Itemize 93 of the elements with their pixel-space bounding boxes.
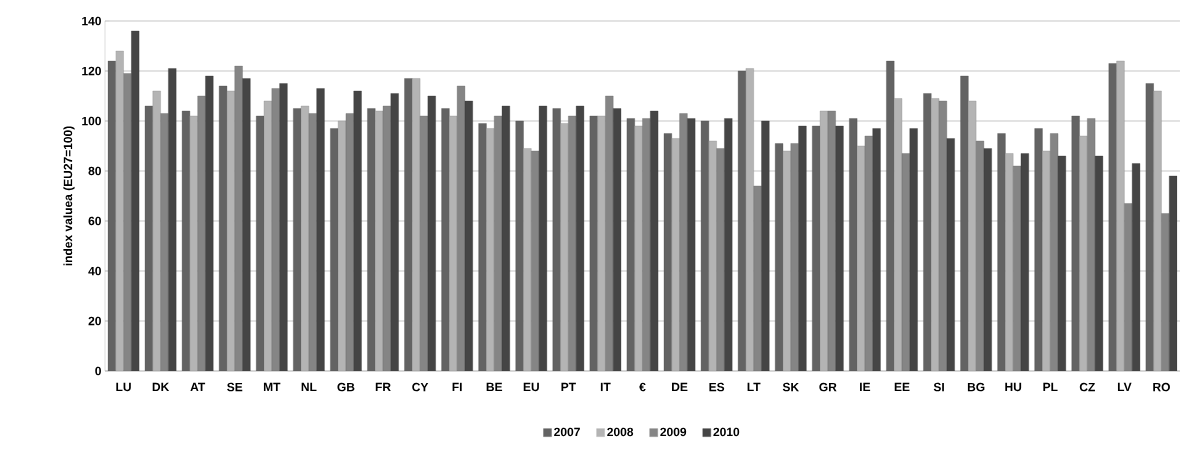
y-tick-label: 60	[88, 216, 101, 226]
bar	[478, 123, 487, 371]
bar	[515, 120, 524, 371]
bar	[761, 120, 770, 371]
bar	[909, 128, 918, 371]
bar	[997, 133, 1006, 371]
x-tick-label: DK	[152, 382, 170, 392]
bar	[390, 93, 399, 371]
legend-label: 2009	[660, 427, 687, 437]
x-tick-label: IT	[600, 382, 611, 392]
y-tick-label: 140	[82, 16, 101, 26]
bar	[835, 125, 844, 371]
bar	[886, 60, 895, 371]
x-tick-label: NL	[301, 382, 317, 392]
bar	[205, 75, 214, 371]
bar	[144, 105, 153, 371]
bar	[1145, 83, 1154, 371]
x-tick-label: SK	[782, 382, 799, 392]
x-tick-label: LV	[1117, 382, 1132, 392]
x-tick-label: SI	[933, 382, 944, 392]
x-tick-label: BE	[486, 382, 503, 392]
x-tick-label: PT	[561, 382, 576, 392]
y-tick-label: 40	[88, 266, 101, 276]
bar	[353, 90, 362, 371]
bar	[700, 120, 709, 371]
x-tick-label: HU	[1005, 382, 1022, 392]
bar	[1057, 155, 1066, 371]
x-tick-label: EU	[523, 382, 539, 392]
bar	[168, 68, 177, 371]
bar	[464, 100, 473, 371]
bar	[724, 118, 733, 371]
bar	[983, 148, 992, 371]
y-axis-title: index valuea (EU27=100)	[63, 126, 75, 266]
x-tick-label: CZ	[1079, 382, 1095, 392]
bar	[626, 118, 635, 371]
legend-label: 2007	[554, 427, 580, 437]
bar	[798, 125, 807, 371]
x-tick-label: FI	[452, 382, 462, 392]
x-tick-label: MT	[263, 382, 281, 392]
bar	[131, 30, 140, 371]
x-tick-label: GR	[819, 382, 837, 392]
x-tick-label: CY	[412, 382, 429, 392]
bar	[279, 83, 288, 371]
bar	[367, 108, 376, 371]
x-tick-label: PL	[1043, 382, 1058, 392]
bar	[1094, 155, 1104, 371]
bar	[181, 110, 191, 371]
bar	[872, 128, 881, 371]
x-tick-label: LU	[116, 382, 131, 392]
x-tick-label: RO	[1153, 382, 1170, 392]
x-tick-label: AT	[190, 382, 206, 392]
legend-label: 2010	[713, 427, 740, 437]
bar	[589, 115, 598, 371]
bar	[1020, 153, 1029, 371]
bar	[427, 95, 436, 371]
bar	[663, 133, 672, 371]
x-tick-label: DE	[672, 382, 688, 392]
bar	[1071, 115, 1080, 371]
x-tick-label: EE	[894, 382, 910, 392]
bar	[1132, 163, 1141, 371]
y-tick-label: 0	[95, 366, 101, 376]
x-tick-label: FR	[375, 382, 391, 392]
x-tick-label: ES	[709, 382, 725, 392]
bar	[441, 108, 450, 371]
bar	[946, 138, 955, 371]
bar	[650, 110, 659, 371]
x-tick-label: GB	[337, 382, 355, 392]
bar	[737, 70, 747, 371]
x-tick-label: BG	[967, 382, 985, 392]
bar	[1034, 128, 1043, 371]
y-tick-label: 20	[88, 316, 101, 326]
x-tick-label: LT	[747, 382, 761, 392]
bar	[960, 75, 969, 371]
y-tick-label: 100	[82, 116, 101, 126]
x-tick-label: IE	[860, 382, 871, 392]
bar	[538, 105, 548, 371]
x-tick-label: €	[639, 382, 646, 392]
legend-label: 2008	[607, 427, 634, 437]
y-tick-label: 120	[82, 66, 101, 76]
bar	[242, 78, 251, 371]
bar	[552, 108, 561, 371]
bar	[613, 108, 622, 371]
x-tick-label: SE	[227, 382, 243, 392]
bar	[330, 128, 339, 371]
bar	[316, 88, 325, 371]
bar	[923, 93, 932, 371]
bar	[1108, 63, 1117, 371]
bar	[404, 78, 413, 371]
bar	[1169, 175, 1178, 371]
bar	[575, 105, 585, 371]
y-tick-label: 80	[88, 166, 101, 176]
bar	[687, 118, 696, 371]
bar	[501, 105, 510, 371]
